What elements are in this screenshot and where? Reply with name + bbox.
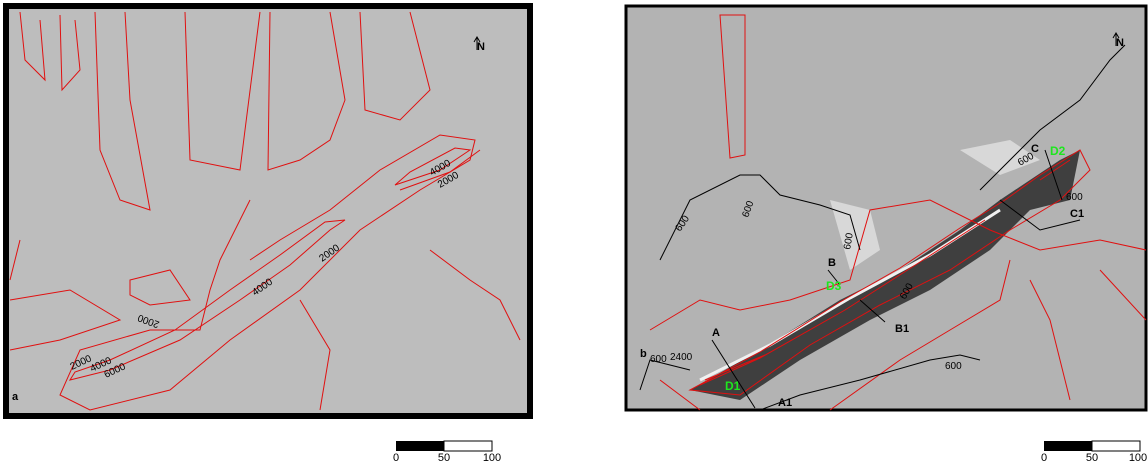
- scale-label: 0: [393, 452, 399, 464]
- contour-label: 600: [650, 354, 667, 365]
- panel-label: b: [640, 348, 647, 360]
- scale-label: 100: [483, 452, 501, 464]
- map-shape: [1092, 441, 1140, 451]
- contour-label: 600: [945, 361, 962, 372]
- scale-bar: 0 50 100: [393, 441, 501, 464]
- north-arrow: N: [1116, 37, 1124, 49]
- panel-label: a: [12, 391, 19, 403]
- site-label: D3: [826, 279, 842, 293]
- figure: N 2000 4000 2000 4000 2000 2000 4000 600…: [0, 0, 1148, 466]
- map-shape: [396, 441, 444, 451]
- scale-label: 0: [1041, 452, 1047, 464]
- contour-label: 600: [1066, 192, 1083, 203]
- north-arrow: N: [477, 41, 485, 53]
- scale-label: 100: [1129, 452, 1147, 464]
- panel-b-frame: [626, 6, 1146, 410]
- map-shape: [1044, 441, 1092, 451]
- profile-label: B1: [895, 323, 909, 335]
- profile-label: C: [1031, 143, 1039, 155]
- profile-label: C1: [1070, 208, 1084, 220]
- site-label: D1: [725, 379, 741, 393]
- contour-label: 2400: [670, 352, 693, 363]
- scale-label: 50: [1086, 452, 1098, 464]
- scale-bar: 0 50 100: [1041, 441, 1147, 464]
- site-label: D2: [1050, 144, 1066, 158]
- map-shape: [444, 441, 492, 451]
- profile-label: A1: [778, 397, 792, 409]
- scale-label: 50: [438, 452, 450, 464]
- profile-label: B: [828, 257, 836, 269]
- profile-label: A: [712, 327, 720, 339]
